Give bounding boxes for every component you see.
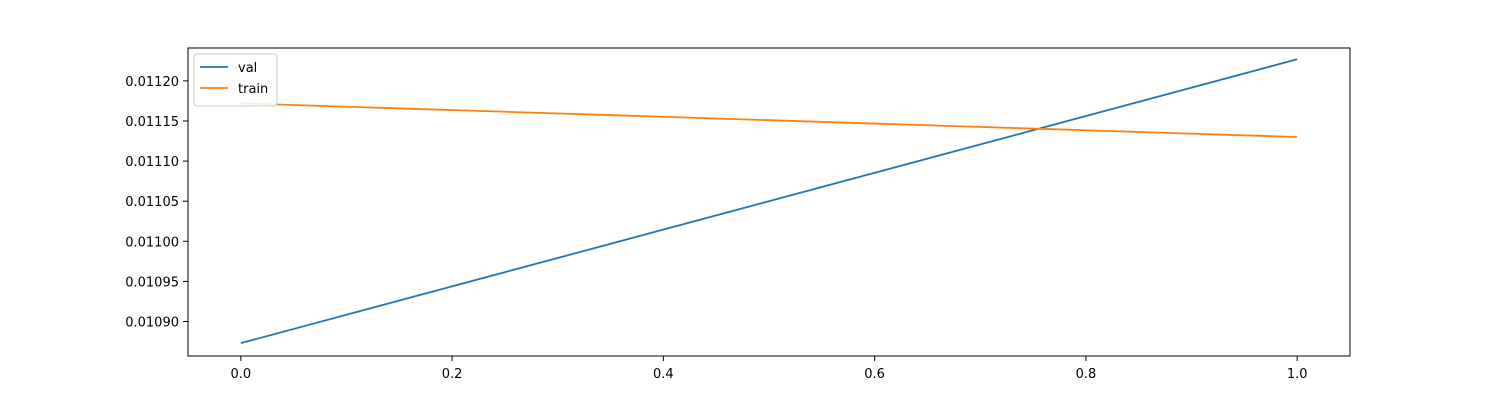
series-line-val (240, 58, 1298, 345)
x-tick-label: 0.6 (864, 367, 885, 382)
y-axis: 0.01090 0.01095 0.01100 0.01105 0.01110 0.011… (125, 75, 188, 331)
y-tick-label: 0.01100 (125, 235, 179, 250)
series-line-train (240, 102, 1298, 138)
legend-box (193, 53, 278, 107)
x-tick-label: 0.4 (653, 367, 674, 382)
x-axis: 0.0 0.2 0.4 0.6 0.8 1.0 (230, 356, 1308, 382)
series-lines (240, 58, 1298, 345)
y-tick-label: 0.01110 (125, 155, 179, 170)
legend: val train (193, 53, 278, 107)
x-tick-label: 0.0 (230, 367, 251, 382)
y-tick-label: 0.01120 (125, 75, 179, 90)
plot-frame (187, 47, 1351, 357)
y-tick-label: 0.01105 (125, 195, 179, 210)
x-tick-label: 0.8 (1076, 367, 1097, 382)
x-tick-label: 1.0 (1287, 367, 1308, 382)
y-tick-label: 0.01095 (125, 275, 179, 290)
y-tick-label: 0.01090 (125, 316, 179, 331)
legend-label-val: val (238, 61, 257, 76)
legend-label-train: train (238, 82, 268, 97)
y-tick-label: 0.01115 (125, 115, 179, 130)
x-tick-label: 0.2 (442, 367, 463, 382)
